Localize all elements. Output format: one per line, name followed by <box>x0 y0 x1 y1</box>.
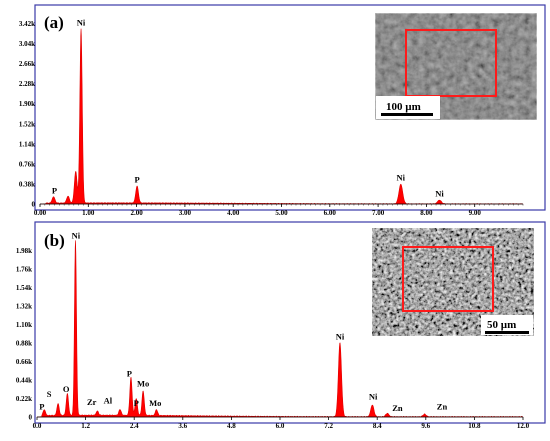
y-tick-label: 1.90k <box>19 100 35 108</box>
y-tick-label: 1.32k <box>16 303 32 311</box>
peak-label: S <box>47 389 52 399</box>
peak-label: Mo <box>137 379 149 389</box>
y-tick-label: 1.10k <box>16 321 32 329</box>
x-tick-label: 2.4 <box>130 422 139 430</box>
peak-label: Zn <box>392 403 403 413</box>
panel-label: (a) <box>44 13 64 32</box>
y-tick-label: 0.66k <box>16 358 32 366</box>
y-tick-label: 2.66k <box>19 60 35 68</box>
y-tick-label: 0 <box>32 201 36 209</box>
spectrum-area <box>39 28 524 205</box>
peak-label: Ni <box>397 172 406 182</box>
x-tick-label: 7.2 <box>324 422 333 430</box>
scale-bar <box>485 331 529 334</box>
y-tick-label: 1.54k <box>16 284 32 292</box>
peak-label: P <box>39 401 44 411</box>
peak-label: P <box>52 185 57 195</box>
x-tick-label: 1.00 <box>82 209 95 217</box>
panel-label: (b) <box>44 231 65 250</box>
selected-area-box <box>405 29 497 97</box>
x-tick-label: 4.8 <box>227 422 236 430</box>
x-tick-label: 8.4 <box>373 422 382 430</box>
scale-bar <box>381 113 433 116</box>
selected-area-box <box>402 246 494 312</box>
peak-label: Ni <box>435 189 444 199</box>
x-tick-label: 3.6 <box>178 422 187 430</box>
y-tick-label: 1.52k <box>19 120 35 128</box>
y-tick-label: 2.28k <box>19 80 35 88</box>
peak-label: Ni <box>77 18 86 28</box>
x-tick-label: 9.6 <box>421 422 430 430</box>
x-tick-label: 6.00 <box>324 209 337 217</box>
peak-label: Ni <box>72 231 81 241</box>
y-tick-label: 0.88k <box>16 340 32 348</box>
y-tick-label: 0 <box>29 414 33 422</box>
peak-label: Al <box>104 396 113 406</box>
spectrum-path <box>39 28 524 205</box>
x-tick-label: 0.0 <box>33 422 42 430</box>
axis-group: 0.00 1.00 2.00 3.00 4.00 5.00 6.00 7.00 8.00 9.00… <box>19 20 524 217</box>
x-tick-label: 8.00 <box>420 209 433 217</box>
x-tick-label: 5.00 <box>275 209 288 217</box>
scale-bar-background <box>481 315 533 335</box>
sem-inset: 50 µm <box>371 227 535 337</box>
y-tick-label: 3.42k <box>19 20 35 28</box>
x-tick-label: 2.00 <box>130 209 143 217</box>
sem-inset: 100 µm <box>374 12 538 121</box>
x-tick-label: 0.00 <box>34 209 47 217</box>
x-tick-label: 3.00 <box>179 209 192 217</box>
x-tick-label: 10.8 <box>468 422 481 430</box>
x-tick-label: 4.00 <box>227 209 240 217</box>
scale-bar-label: 100 µm <box>386 101 421 113</box>
axis-group: 0.0 1.2 2.4 3.6 4.8 6.0 7.2 8.4 9.6 10.8 12.0 0 0.22… <box>16 247 530 430</box>
x-tick-label: 12.0 <box>517 422 530 430</box>
peak-label: Ni <box>369 391 378 401</box>
eds-panel-a: 0.00 1.00 2.00 3.00 4.00 5.00 6.00 7.00 8.00 9.00… <box>19 4 546 217</box>
peak-label: Mo <box>149 398 161 408</box>
peak-label: O <box>63 384 70 394</box>
peak-label: Zr <box>87 397 97 407</box>
y-tick-label: 1.14k <box>19 140 35 148</box>
peak-label: Zn <box>437 401 448 411</box>
y-tick-label: 1.98k <box>16 247 32 255</box>
x-tick-label: 7.00 <box>372 209 385 217</box>
eds-panel-b: 0.0 1.2 2.4 3.6 4.8 6.0 7.2 8.4 9.6 10.8 12.0 0 0.22… <box>16 221 546 430</box>
y-tick-label: 0.44k <box>16 377 32 385</box>
y-tick-label: 0.22k <box>16 395 32 403</box>
peak-label-group: Ni S O P Zr Al P Mo P Mo Ni Ni Zn Zn <box>39 231 447 413</box>
peak-label: P <box>134 174 139 184</box>
x-tick-label: 9.00 <box>469 209 482 217</box>
peak-label: Ni <box>336 332 345 342</box>
x-tick-label: 1.2 <box>81 422 90 430</box>
peak-label: P <box>134 398 139 408</box>
scale-bar-label: 50 µm <box>487 319 516 331</box>
y-tick-label: 0.38k <box>19 180 35 188</box>
x-tick-label: 6.0 <box>276 422 285 430</box>
peak-label-group: Ni P P Ni Ni <box>52 18 444 199</box>
y-tick-label: 0.76k <box>19 160 35 168</box>
y-tick-label: 1.76k <box>16 266 32 274</box>
peak-label: P <box>127 369 132 379</box>
y-tick-label: 3.04k <box>19 40 35 48</box>
